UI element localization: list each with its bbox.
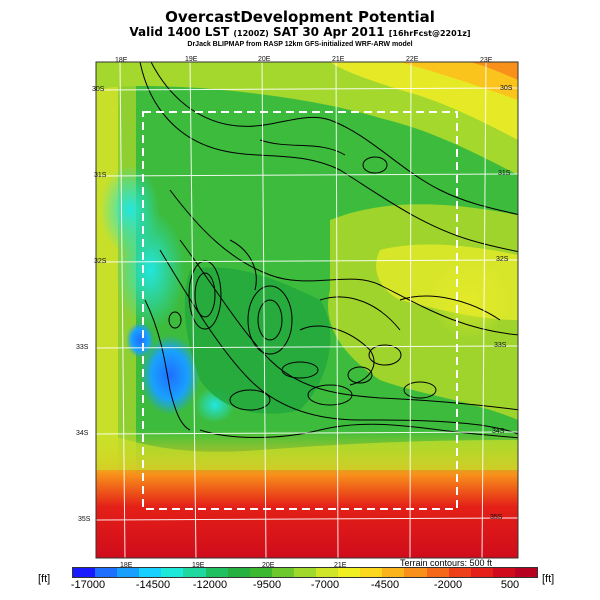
legend-swatch bbox=[404, 568, 427, 577]
legend-tick: -17000 bbox=[70, 579, 106, 591]
valid-code: (1200Z) bbox=[233, 29, 269, 38]
valid-date: SAT 30 Apr 2011 bbox=[272, 25, 385, 39]
legend-swatch bbox=[514, 568, 537, 577]
legend-swatch bbox=[161, 568, 184, 577]
map-title: OvercastDevelopment Potential bbox=[165, 8, 435, 26]
lon-label-top-18e: 18E bbox=[115, 57, 128, 64]
legend-tick: -9500 bbox=[252, 579, 282, 591]
legend-swatch bbox=[205, 568, 228, 577]
legend-swatch bbox=[95, 568, 118, 577]
legend-tick: -7000 bbox=[310, 579, 340, 591]
legend-tick: 500 bbox=[500, 579, 520, 591]
lat-label-left-32s: 32S bbox=[94, 258, 107, 265]
legend-unit-left: [ft] bbox=[38, 573, 51, 585]
legend-swatch bbox=[448, 568, 471, 577]
overcast-field bbox=[96, 62, 518, 558]
legend-tick: -14500 bbox=[135, 579, 171, 591]
legend-swatch bbox=[249, 568, 272, 577]
legend-swatch bbox=[382, 568, 405, 577]
legend-swatch bbox=[316, 568, 339, 577]
valid-main: Valid 1400 LST bbox=[129, 25, 230, 39]
lon-label-top-21e: 21E bbox=[332, 56, 345, 63]
legend-swatch bbox=[271, 568, 294, 577]
legend-unit-right: [ft] bbox=[542, 573, 555, 585]
terrain-contour-note: Terrain contours: 500 ft bbox=[400, 558, 493, 568]
legend-swatch bbox=[360, 568, 383, 577]
model-domain-box bbox=[142, 111, 458, 510]
lat-label-right-31s: 31S bbox=[498, 170, 511, 177]
valid-fcst: [16hrFcst@2201z] bbox=[388, 29, 471, 38]
lon-label-bottom-21e: 21E bbox=[334, 562, 347, 569]
lat-label-right-33s: 33S bbox=[494, 342, 507, 349]
lat-label-right-30s: 30S bbox=[500, 85, 513, 92]
lon-label-bottom-19e: 19E bbox=[192, 562, 205, 569]
lon-label-top-22e: 22E bbox=[406, 56, 419, 63]
lat-label-left-31s: 31S bbox=[94, 172, 107, 179]
legend-swatch bbox=[338, 568, 361, 577]
legend-tick: -2000 bbox=[433, 579, 463, 591]
legend-swatch bbox=[183, 568, 206, 577]
lat-label-right-34s: 34S bbox=[492, 428, 505, 435]
legend-swatch bbox=[227, 568, 250, 577]
graticule bbox=[96, 62, 518, 558]
lon-label-top-19e: 19E bbox=[185, 56, 198, 63]
terrain-contours bbox=[139, 62, 518, 439]
color-legend-bar bbox=[72, 567, 538, 578]
legend-swatch bbox=[470, 568, 493, 577]
legend-swatch bbox=[426, 568, 449, 577]
legend-swatch bbox=[293, 568, 317, 577]
lat-label-left-30s: 30S bbox=[92, 86, 105, 93]
lon-label-bottom-18e: 18E bbox=[120, 562, 133, 569]
lat-label-left-35s: 35S bbox=[78, 516, 91, 523]
valid-time: Valid 1400 LST (1200Z) SAT 30 Apr 2011 [… bbox=[0, 25, 600, 39]
legend-swatch bbox=[73, 568, 96, 577]
legend-swatch bbox=[139, 568, 162, 577]
legend-swatch bbox=[117, 568, 140, 577]
lon-label-top-23e: 23E bbox=[480, 57, 493, 64]
lat-label-left-34s: 34S bbox=[76, 430, 89, 437]
lat-label-right-32s: 32S bbox=[496, 256, 509, 263]
model-credit: DrJack BLIPMAP from RASP 12km GFS-initia… bbox=[187, 41, 413, 48]
lat-label-left-33s: 33S bbox=[76, 344, 89, 351]
legend-ticks: -17000 -14500 -12000 -9500 -7000 -4500 -… bbox=[0, 579, 600, 593]
legend-swatch bbox=[492, 568, 515, 577]
legend-tick: -12000 bbox=[192, 579, 228, 591]
lat-label-right-35s: 35S bbox=[490, 514, 503, 521]
lon-label-top-20e: 20E bbox=[258, 56, 271, 63]
legend-tick: -4500 bbox=[370, 579, 400, 591]
map-frame bbox=[95, 61, 519, 559]
lon-label-bottom-20e: 20E bbox=[262, 562, 275, 569]
